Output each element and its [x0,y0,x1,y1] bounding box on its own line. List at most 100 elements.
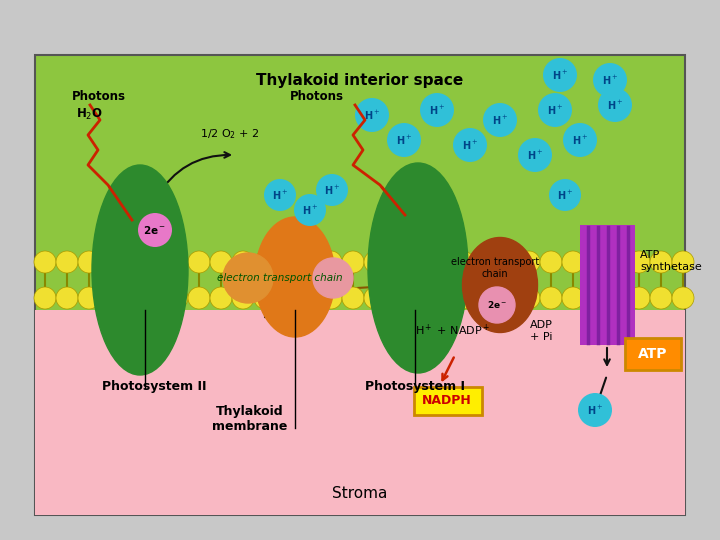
Text: ADP
+ Pi: ADP + Pi [530,320,553,342]
Text: H$^+$: H$^+$ [429,104,445,117]
Circle shape [538,93,572,127]
Circle shape [562,287,584,309]
Text: ATP: ATP [638,347,667,361]
Circle shape [474,251,496,273]
Text: H$^+$: H$^+$ [271,188,288,201]
Circle shape [430,251,452,273]
Circle shape [138,213,172,247]
Circle shape [144,287,166,309]
Circle shape [210,251,232,273]
Circle shape [543,58,577,92]
Circle shape [100,287,122,309]
Circle shape [254,287,276,309]
Bar [580,225,635,345]
Text: Thylakoid interior space: Thylakoid interior space [256,72,464,87]
Circle shape [355,98,389,132]
Circle shape [364,287,386,309]
Circle shape [223,253,273,303]
Circle shape [320,251,342,273]
Text: H$^+$: H$^+$ [587,403,603,416]
Text: H$^+$: H$^+$ [302,204,318,217]
Circle shape [650,251,672,273]
Ellipse shape [255,217,335,337]
Text: Photons: Photons [72,90,126,103]
Text: electron transport
chain: electron transport chain [451,257,539,279]
Circle shape [78,251,100,273]
Circle shape [298,251,320,273]
Circle shape [387,123,421,157]
Text: ATP
synthetase: ATP synthetase [640,250,702,272]
Text: Photosystem II: Photosystem II [102,380,207,393]
Circle shape [56,287,78,309]
Bar [35,310,685,515]
Circle shape [294,194,326,226]
Circle shape [606,251,628,273]
Circle shape [584,251,606,273]
Circle shape [549,179,581,211]
Text: H$^+$: H$^+$ [527,148,543,161]
Circle shape [430,287,452,309]
Circle shape [563,123,597,157]
Text: H$^+$: H$^+$ [602,73,618,86]
Text: Stroma: Stroma [333,485,387,501]
Circle shape [540,251,562,273]
Circle shape [606,287,628,309]
Circle shape [232,251,254,273]
Text: 2e$^-$: 2e$^-$ [143,224,166,236]
Circle shape [100,251,122,273]
Circle shape [386,251,408,273]
Circle shape [672,287,694,309]
Circle shape [56,251,78,273]
Text: H$^+$: H$^+$ [396,133,413,146]
Circle shape [188,251,210,273]
Circle shape [584,287,606,309]
Circle shape [34,287,56,309]
Text: H$^+$: H$^+$ [552,69,568,82]
Circle shape [122,287,144,309]
Circle shape [628,287,650,309]
Text: Thylakoid
membrane: Thylakoid membrane [212,405,288,433]
Bar [35,55,685,515]
Circle shape [628,251,650,273]
Text: 2e$^-$: 2e$^-$ [487,300,507,310]
Text: Photosystem I: Photosystem I [365,380,465,393]
Ellipse shape [462,238,538,333]
Circle shape [364,251,386,273]
Text: H$^+$: H$^+$ [324,184,341,197]
Circle shape [342,287,364,309]
Circle shape [672,251,694,273]
Circle shape [518,138,552,172]
Text: H$^+$: H$^+$ [462,138,478,152]
Circle shape [453,128,487,162]
Circle shape [276,251,298,273]
Circle shape [166,287,188,309]
Text: H$^+$: H$^+$ [364,109,380,122]
Circle shape [518,287,540,309]
Circle shape [122,251,144,273]
Text: H$^+$ + NADP$^+$: H$^+$ + NADP$^+$ [415,323,490,338]
Circle shape [420,93,454,127]
Circle shape [483,103,517,137]
Circle shape [650,287,672,309]
Circle shape [166,251,188,273]
Circle shape [188,287,210,309]
Circle shape [232,287,254,309]
Circle shape [313,258,353,298]
Circle shape [144,251,166,273]
Circle shape [316,174,348,206]
Circle shape [254,251,276,273]
Circle shape [598,88,632,122]
Text: H$^+$: H$^+$ [607,98,624,112]
Circle shape [342,251,364,273]
Text: H$^+$: H$^+$ [546,104,563,117]
Circle shape [386,287,408,309]
Circle shape [264,179,296,211]
Circle shape [578,393,612,427]
Circle shape [496,287,518,309]
Circle shape [540,287,562,309]
Circle shape [452,287,474,309]
Circle shape [320,287,342,309]
Text: H$^+$: H$^+$ [492,113,508,126]
Ellipse shape [92,165,188,375]
Text: H$^+$: H$^+$ [557,188,573,201]
